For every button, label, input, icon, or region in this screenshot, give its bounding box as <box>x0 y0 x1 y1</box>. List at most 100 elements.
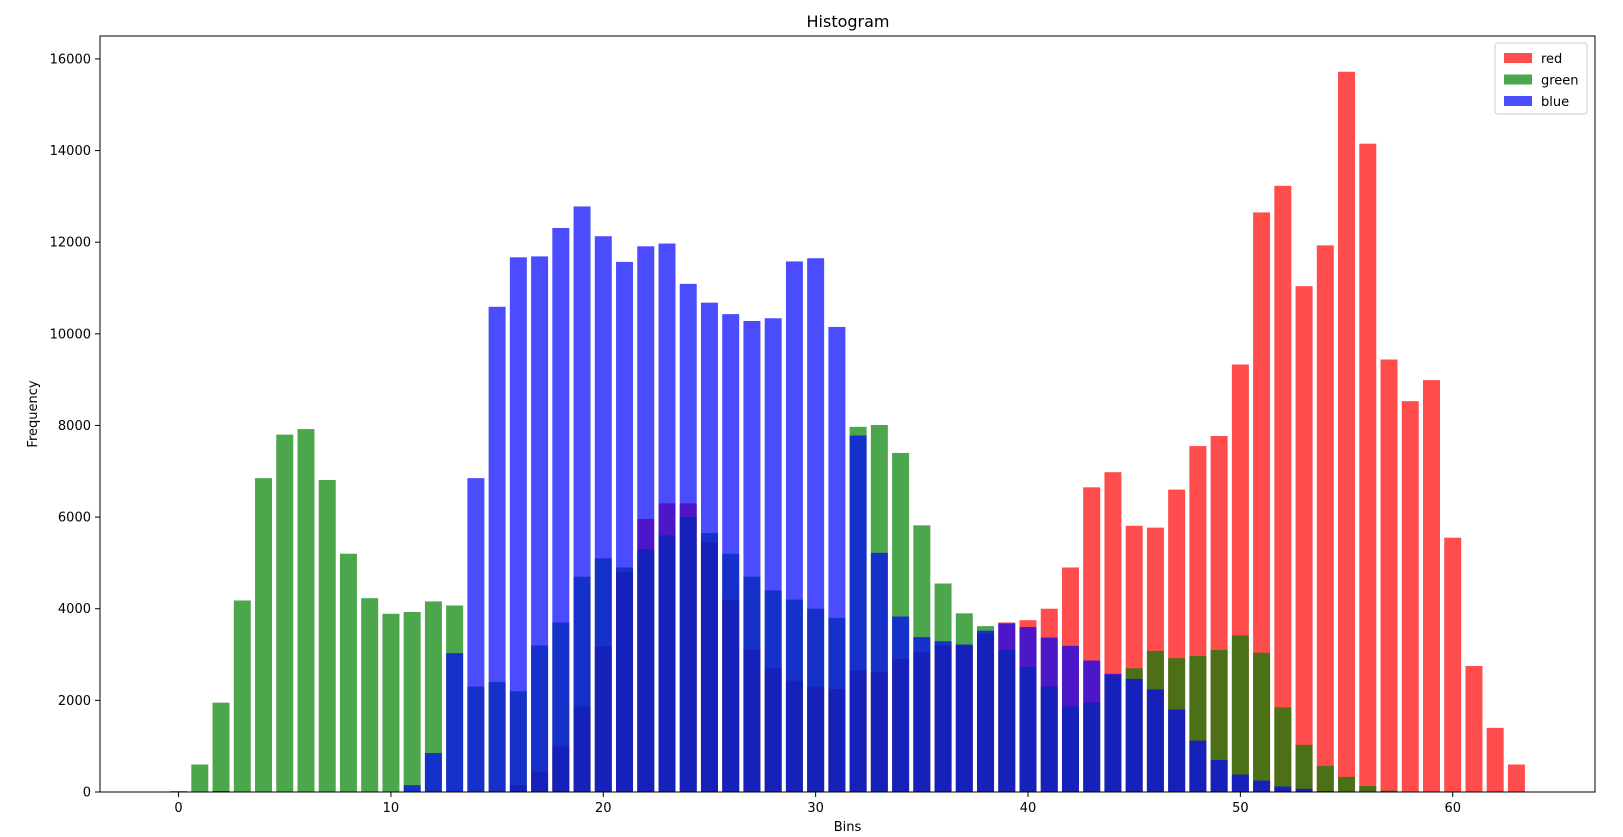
blue-bar <box>658 243 676 792</box>
red-bar <box>1465 666 1483 792</box>
blue-bar <box>1146 689 1164 792</box>
y-tick-label: 4000 <box>58 602 91 617</box>
red-bar <box>1359 143 1377 793</box>
green-bar <box>339 553 357 792</box>
y-tick-label: 6000 <box>58 511 91 526</box>
chart-title: Histogram <box>807 12 890 31</box>
x-axis-title: Bins <box>834 820 862 835</box>
red-bar <box>1253 212 1271 792</box>
green-bar <box>1295 744 1313 792</box>
blue-bar <box>828 326 846 792</box>
green-bar <box>361 598 379 792</box>
blue-bar <box>785 261 803 792</box>
red-bar <box>1422 380 1440 792</box>
green-bar <box>1210 649 1228 792</box>
legend-swatch-blue <box>1504 96 1532 106</box>
blue-bar <box>531 256 549 792</box>
red-bar <box>1444 537 1462 792</box>
blue-bar <box>1083 660 1101 792</box>
x-axis: 0 10 20 30 40 50 60 <box>174 792 1461 816</box>
green-bar <box>1359 786 1377 792</box>
blue-bar <box>488 306 506 792</box>
x-tick-label: 30 <box>807 801 824 816</box>
blue-bar <box>1061 645 1079 792</box>
blue-bar <box>977 630 995 792</box>
green-bar <box>1316 765 1334 792</box>
y-tick-label: 14000 <box>50 144 91 159</box>
blue-bar <box>1125 678 1143 792</box>
red-bar <box>1274 185 1292 792</box>
legend: red green blue <box>1494 42 1588 115</box>
y-tick-label: 12000 <box>50 236 91 251</box>
green-bar <box>233 600 251 792</box>
y-tick-label: 2000 <box>58 694 91 709</box>
green-bar <box>424 601 442 792</box>
red-bar <box>1401 401 1419 792</box>
green-bar <box>1380 790 1398 792</box>
blue-bar <box>573 206 591 792</box>
green-bar <box>1231 635 1249 792</box>
x-tick-label: 0 <box>174 801 182 816</box>
y-axis: 0 2000 4000 6000 8000 10000 12000 14000 16000 <box>50 52 100 801</box>
blue-bar <box>722 314 740 792</box>
y-axis-title: Frequency <box>26 380 41 447</box>
blue-bar <box>509 257 527 792</box>
y-tick-label: 0 <box>83 786 91 801</box>
green-bar <box>255 478 273 792</box>
blue-bar <box>743 320 761 792</box>
series-blue <box>212 206 1356 793</box>
blue-bar <box>913 637 931 792</box>
blue-bar <box>424 753 442 792</box>
green-bar <box>403 611 421 792</box>
blue-bar <box>1253 780 1271 792</box>
x-tick-label: 50 <box>1232 801 1249 816</box>
y-tick-label: 16000 <box>50 52 91 67</box>
blue-bar <box>446 653 464 792</box>
blue-bar <box>637 246 655 792</box>
blue-bar <box>594 236 612 793</box>
blue-bar <box>1040 637 1058 792</box>
legend-swatch-red <box>1504 53 1532 63</box>
x-tick-label: 20 <box>595 801 612 816</box>
blue-bar <box>700 302 718 792</box>
green-bar <box>1253 652 1271 792</box>
legend-label-blue: blue <box>1541 95 1569 110</box>
bars-layer <box>170 71 1525 793</box>
red-bar <box>1507 764 1525 792</box>
legend-label-red: red <box>1541 52 1562 67</box>
blue-bar <box>1231 774 1249 792</box>
legend-swatch-green <box>1504 74 1532 85</box>
green-bar <box>191 764 209 792</box>
blue-bar <box>1019 627 1037 792</box>
blue-bar <box>955 644 973 792</box>
blue-bar <box>1168 709 1186 792</box>
green-bar <box>1274 707 1292 792</box>
green-bar <box>276 434 294 792</box>
red-bar <box>1380 359 1398 792</box>
blue-bar <box>552 227 570 793</box>
red-bar <box>1295 286 1313 792</box>
y-tick-label: 10000 <box>50 327 91 342</box>
blue-bar <box>870 552 888 792</box>
blue-bar <box>934 641 952 792</box>
legend-label-green: green <box>1541 74 1579 89</box>
blue-bar <box>1295 788 1313 792</box>
red-bar <box>1486 727 1504 792</box>
blue-bar <box>807 258 825 793</box>
green-bar <box>212 702 230 792</box>
blue-bar <box>679 283 697 792</box>
y-tick-label: 8000 <box>58 419 91 434</box>
blue-bar <box>849 435 867 792</box>
blue-bar <box>403 785 421 792</box>
green-bar <box>297 429 315 792</box>
blue-bar <box>998 623 1016 792</box>
blue-bar <box>892 616 910 792</box>
blue-bar <box>1189 740 1207 792</box>
green-bar <box>318 479 336 792</box>
blue-bar <box>1104 673 1122 792</box>
blue-bar <box>764 318 782 792</box>
blue-bar <box>467 478 485 792</box>
plot-frame <box>99 35 1596 793</box>
blue-bar <box>1210 759 1228 792</box>
